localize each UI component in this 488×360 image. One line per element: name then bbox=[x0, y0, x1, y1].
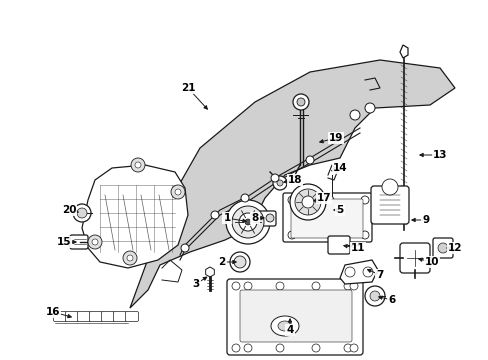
FancyBboxPatch shape bbox=[258, 211, 275, 226]
Polygon shape bbox=[339, 260, 377, 284]
Text: 19: 19 bbox=[328, 133, 343, 143]
Circle shape bbox=[175, 189, 181, 195]
Circle shape bbox=[171, 185, 184, 199]
Polygon shape bbox=[82, 165, 187, 268]
FancyBboxPatch shape bbox=[102, 311, 114, 321]
Text: 3: 3 bbox=[192, 279, 199, 289]
Circle shape bbox=[437, 243, 447, 253]
Circle shape bbox=[73, 204, 91, 222]
Circle shape bbox=[362, 267, 372, 277]
Circle shape bbox=[349, 344, 357, 352]
Circle shape bbox=[292, 94, 308, 110]
Circle shape bbox=[364, 286, 384, 306]
Circle shape bbox=[294, 189, 320, 215]
Text: 12: 12 bbox=[447, 243, 461, 253]
Circle shape bbox=[123, 251, 137, 265]
Text: 18: 18 bbox=[287, 175, 302, 185]
Circle shape bbox=[127, 255, 133, 261]
Circle shape bbox=[135, 162, 141, 168]
Circle shape bbox=[239, 213, 257, 231]
Circle shape bbox=[364, 103, 374, 113]
Polygon shape bbox=[399, 45, 407, 58]
FancyBboxPatch shape bbox=[327, 236, 349, 254]
Text: 1: 1 bbox=[223, 213, 230, 223]
FancyBboxPatch shape bbox=[125, 311, 138, 321]
Text: 15: 15 bbox=[57, 237, 71, 247]
Circle shape bbox=[181, 244, 189, 252]
Circle shape bbox=[369, 291, 379, 301]
Ellipse shape bbox=[270, 316, 298, 336]
FancyBboxPatch shape bbox=[290, 199, 362, 238]
Circle shape bbox=[272, 176, 286, 190]
Circle shape bbox=[360, 196, 368, 204]
FancyBboxPatch shape bbox=[399, 243, 429, 273]
Circle shape bbox=[231, 344, 240, 352]
FancyBboxPatch shape bbox=[77, 311, 90, 321]
FancyBboxPatch shape bbox=[53, 311, 66, 321]
FancyBboxPatch shape bbox=[432, 238, 452, 258]
Circle shape bbox=[231, 206, 264, 238]
Text: 9: 9 bbox=[422, 215, 428, 225]
Circle shape bbox=[225, 200, 269, 244]
Circle shape bbox=[345, 267, 354, 277]
Text: 5: 5 bbox=[336, 205, 343, 215]
Polygon shape bbox=[130, 60, 454, 308]
Circle shape bbox=[349, 110, 359, 120]
Circle shape bbox=[302, 196, 313, 208]
Text: 21: 21 bbox=[181, 83, 195, 93]
Ellipse shape bbox=[278, 321, 291, 331]
FancyBboxPatch shape bbox=[89, 311, 102, 321]
Text: 13: 13 bbox=[432, 150, 447, 160]
Circle shape bbox=[244, 219, 250, 225]
Circle shape bbox=[305, 156, 313, 164]
FancyBboxPatch shape bbox=[226, 279, 362, 355]
Text: 6: 6 bbox=[387, 295, 395, 305]
Circle shape bbox=[270, 174, 279, 182]
Circle shape bbox=[131, 158, 145, 172]
Circle shape bbox=[287, 231, 295, 239]
Circle shape bbox=[88, 235, 102, 249]
Circle shape bbox=[311, 282, 319, 290]
Circle shape bbox=[325, 196, 333, 204]
Circle shape bbox=[275, 282, 284, 290]
Text: 14: 14 bbox=[332, 163, 346, 173]
Circle shape bbox=[244, 282, 251, 290]
Circle shape bbox=[92, 239, 98, 245]
Text: 17: 17 bbox=[316, 193, 331, 203]
Circle shape bbox=[77, 208, 87, 218]
Circle shape bbox=[296, 98, 305, 106]
Circle shape bbox=[231, 282, 240, 290]
Circle shape bbox=[381, 179, 397, 195]
Circle shape bbox=[265, 214, 273, 222]
Circle shape bbox=[325, 231, 333, 239]
FancyBboxPatch shape bbox=[370, 186, 408, 224]
Circle shape bbox=[275, 344, 284, 352]
FancyBboxPatch shape bbox=[240, 290, 351, 342]
Text: 7: 7 bbox=[376, 270, 383, 280]
FancyBboxPatch shape bbox=[70, 235, 88, 249]
Circle shape bbox=[289, 184, 325, 220]
Text: 10: 10 bbox=[424, 257, 438, 267]
Circle shape bbox=[234, 256, 245, 268]
Circle shape bbox=[360, 231, 368, 239]
Circle shape bbox=[343, 344, 351, 352]
Text: 4: 4 bbox=[286, 325, 293, 335]
Circle shape bbox=[287, 196, 295, 204]
Circle shape bbox=[229, 252, 249, 272]
Text: 20: 20 bbox=[61, 205, 76, 215]
Circle shape bbox=[343, 282, 351, 290]
Circle shape bbox=[244, 344, 251, 352]
Circle shape bbox=[210, 211, 219, 219]
Circle shape bbox=[241, 194, 248, 202]
Circle shape bbox=[276, 180, 283, 186]
Text: 8: 8 bbox=[251, 213, 258, 223]
FancyBboxPatch shape bbox=[113, 311, 126, 321]
Text: 16: 16 bbox=[46, 307, 60, 317]
Text: 2: 2 bbox=[218, 257, 225, 267]
FancyBboxPatch shape bbox=[283, 193, 371, 242]
Circle shape bbox=[311, 344, 319, 352]
Text: 11: 11 bbox=[350, 243, 365, 253]
FancyBboxPatch shape bbox=[65, 311, 79, 321]
Circle shape bbox=[349, 282, 357, 290]
